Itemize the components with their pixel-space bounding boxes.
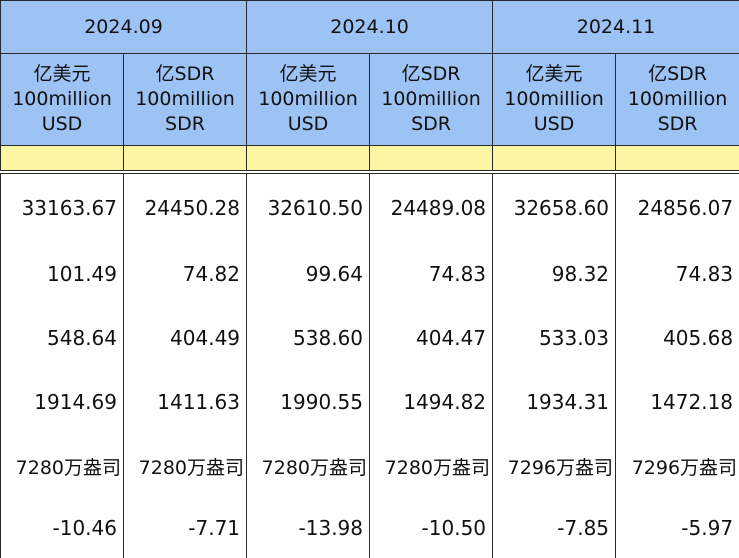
- table-cell: 32610.50: [247, 174, 370, 243]
- table-cell: 405.68: [616, 306, 739, 370]
- table-cell: 74.83: [616, 242, 739, 306]
- table-cell: 74.83: [370, 242, 493, 306]
- table-cell: -5.97: [616, 498, 739, 558]
- highlight-band-row: [1, 146, 739, 171]
- table-cell: 1914.69: [1, 370, 124, 434]
- table-row: -10.46 -7.71 -13.98 -10.50 -7.85 -5.97: [1, 498, 739, 558]
- table-cell: 7280万盎司: [247, 434, 370, 498]
- table-cell: 32658.60: [493, 174, 616, 243]
- table-cell: 7280万盎司: [124, 434, 247, 498]
- table-cell: 404.49: [124, 306, 247, 370]
- table-cell: 7280万盎司: [1, 434, 124, 498]
- period-header: 2024.11: [493, 1, 739, 54]
- table-cell: 533.03: [493, 306, 616, 370]
- table-row: 33163.67 24450.28 32610.50 24489.08 3265…: [1, 174, 739, 243]
- period-header: 2024.10: [247, 1, 493, 54]
- table-row: 548.64 404.49 538.60 404.47 533.03 405.6…: [1, 306, 739, 370]
- table-cell: 101.49: [1, 242, 124, 306]
- table-cell: 538.60: [247, 306, 370, 370]
- table-cell: -13.98: [247, 498, 370, 558]
- table-cell: -10.50: [370, 498, 493, 558]
- table-cell: 99.64: [247, 242, 370, 306]
- table-row: 7280万盎司 7280万盎司 7280万盎司 7280万盎司 7296万盎司 …: [1, 434, 739, 498]
- table-cell: 24450.28: [124, 174, 247, 243]
- period-header: 2024.09: [1, 1, 247, 54]
- table-cell: 1990.55: [247, 370, 370, 434]
- table-row: 1914.69 1411.63 1990.55 1494.82 1934.31 …: [1, 370, 739, 434]
- table-cell: 1411.63: [124, 370, 247, 434]
- table-row: 101.49 74.82 99.64 74.83 98.32 74.83: [1, 242, 739, 306]
- table-cell: 1494.82: [370, 370, 493, 434]
- table-cell: 24489.08: [370, 174, 493, 243]
- table-cell: 7280万盎司: [370, 434, 493, 498]
- table-cell: 33163.67: [1, 174, 124, 243]
- table-cell: 1934.31: [493, 370, 616, 434]
- table-cell: 24856.07: [616, 174, 739, 243]
- table-cell: 404.47: [370, 306, 493, 370]
- table-cell: -10.46: [1, 498, 124, 558]
- period-header-row: 2024.09 2024.10 2024.11: [1, 1, 739, 54]
- table-cell: 74.82: [124, 242, 247, 306]
- table-cell: 7296万盎司: [493, 434, 616, 498]
- table-cell: -7.85: [493, 498, 616, 558]
- table-cell: 7296万盎司: [616, 434, 739, 498]
- table-cell: 98.32: [493, 242, 616, 306]
- table-cell: 548.64: [1, 306, 124, 370]
- table-cell: 1472.18: [616, 370, 739, 434]
- table-cell: -7.71: [124, 498, 247, 558]
